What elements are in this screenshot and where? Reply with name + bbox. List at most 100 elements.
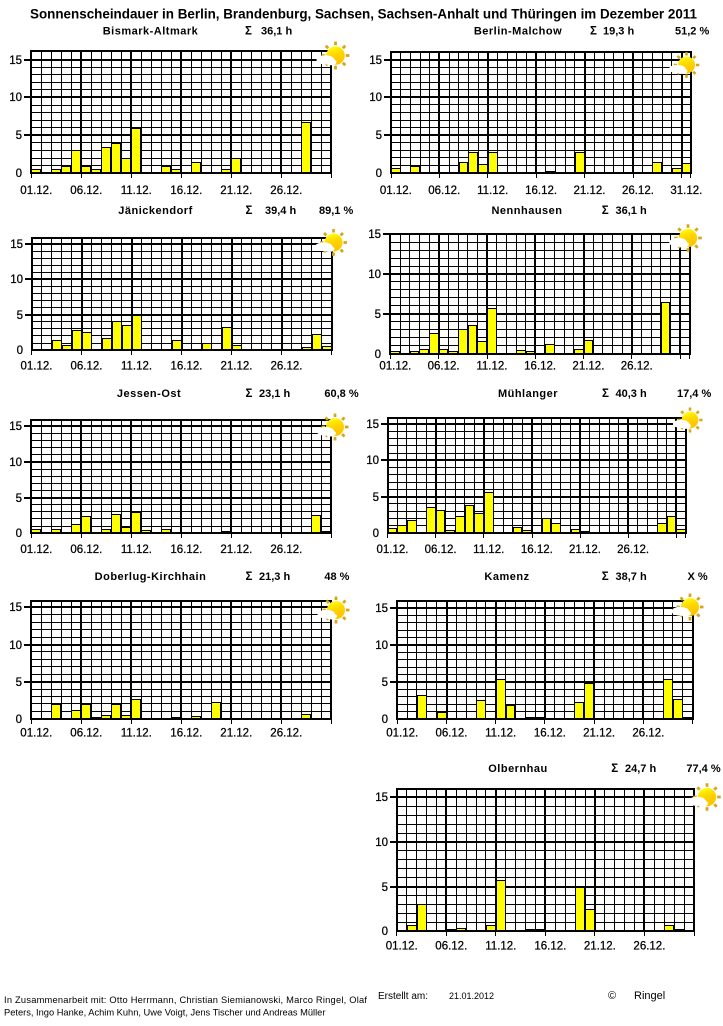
svg-text:16.12.: 16.12. bbox=[170, 728, 202, 740]
svg-text:10: 10 bbox=[9, 640, 22, 652]
svg-text:11.12.: 11.12. bbox=[473, 544, 504, 556]
svg-text:15: 15 bbox=[10, 239, 23, 251]
svg-text:10: 10 bbox=[375, 837, 388, 849]
svg-text:5: 5 bbox=[17, 310, 23, 322]
svg-text:21.12.: 21.12. bbox=[221, 361, 253, 373]
svg-text:36,1 h: 36,1 h bbox=[261, 26, 292, 38]
svg-text:0: 0 bbox=[16, 168, 22, 180]
svg-text:24,7 h: 24,7 h bbox=[625, 763, 656, 775]
svg-text:40,3 h: 40,3 h bbox=[616, 388, 647, 400]
svg-text:39,4 h: 39,4 h bbox=[265, 205, 296, 217]
svg-text:26.12.: 26.12. bbox=[270, 185, 302, 197]
svg-text:26.12.: 26.12. bbox=[621, 361, 653, 373]
svg-text:11.12.: 11.12. bbox=[477, 185, 508, 197]
svg-text:06.12.: 06.12. bbox=[70, 728, 102, 740]
svg-text:15: 15 bbox=[375, 603, 388, 615]
svg-text:0: 0 bbox=[382, 714, 388, 726]
svg-text:Σ: Σ bbox=[245, 26, 252, 38]
svg-text:26.12.: 26.12. bbox=[622, 185, 654, 197]
svg-text:Σ: Σ bbox=[602, 571, 609, 583]
svg-text:15: 15 bbox=[369, 55, 382, 67]
svg-text:10: 10 bbox=[9, 457, 22, 469]
svg-text:16.12.: 16.12. bbox=[525, 185, 557, 197]
svg-text:01.12.: 01.12. bbox=[386, 941, 418, 953]
svg-text:10: 10 bbox=[366, 455, 379, 467]
svg-text:0: 0 bbox=[382, 926, 388, 938]
svg-text:Peters, Ingo Hanke, Achim Kuhn: Peters, Ingo Hanke, Achim Kuhn, Uwe Voig… bbox=[4, 1008, 325, 1018]
svg-text:0: 0 bbox=[373, 528, 379, 540]
svg-text:0: 0 bbox=[16, 528, 22, 540]
svg-text:01.12.: 01.12. bbox=[380, 185, 412, 197]
svg-text:Jessen-Ost: Jessen-Ost bbox=[117, 388, 181, 400]
svg-text:16.12.: 16.12. bbox=[534, 941, 566, 953]
svg-text:15: 15 bbox=[9, 602, 22, 614]
svg-text:Σ: Σ bbox=[602, 205, 609, 217]
svg-text:21.01.2012: 21.01.2012 bbox=[449, 991, 494, 1001]
svg-text:51,2 %: 51,2 % bbox=[675, 26, 709, 38]
svg-text:16.12.: 16.12. bbox=[534, 728, 566, 740]
svg-text:11.12.: 11.12. bbox=[121, 185, 152, 197]
svg-text:5: 5 bbox=[16, 677, 22, 689]
svg-text:21.12.: 21.12. bbox=[220, 185, 252, 197]
svg-text:5: 5 bbox=[376, 130, 382, 142]
svg-text:21.12.: 21.12. bbox=[569, 544, 601, 556]
svg-text:23,1 h: 23,1 h bbox=[259, 388, 290, 400]
svg-text:10: 10 bbox=[375, 640, 388, 652]
svg-text:26.12.: 26.12. bbox=[271, 361, 303, 373]
svg-text:26.12.: 26.12. bbox=[270, 544, 302, 556]
svg-text:60,8 %: 60,8 % bbox=[324, 388, 358, 400]
svg-text:36,1 h: 36,1 h bbox=[616, 205, 647, 217]
svg-text:15: 15 bbox=[9, 421, 22, 433]
svg-text:31.12.: 31.12. bbox=[670, 185, 702, 197]
svg-text:5: 5 bbox=[16, 493, 22, 505]
svg-text:5: 5 bbox=[16, 130, 22, 142]
svg-text:10: 10 bbox=[369, 92, 382, 104]
svg-text:5: 5 bbox=[373, 492, 379, 504]
svg-text:0: 0 bbox=[375, 349, 381, 361]
svg-text:0: 0 bbox=[376, 168, 382, 180]
svg-text:01.12.: 01.12. bbox=[20, 728, 52, 740]
svg-text:Olbernhau: Olbernhau bbox=[488, 763, 548, 775]
svg-text:0: 0 bbox=[17, 345, 23, 357]
svg-text:01.12.: 01.12. bbox=[21, 361, 53, 373]
svg-text:16.12.: 16.12. bbox=[170, 185, 202, 197]
svg-text:06.12.: 06.12. bbox=[428, 185, 460, 197]
svg-text:06.12.: 06.12. bbox=[425, 544, 457, 556]
svg-text:26.12.: 26.12. bbox=[270, 728, 302, 740]
svg-text:89,1 %: 89,1 % bbox=[319, 205, 353, 217]
svg-text:15: 15 bbox=[366, 419, 379, 431]
svg-text:06.12.: 06.12. bbox=[71, 361, 103, 373]
svg-text:Bismark-Altmark: Bismark-Altmark bbox=[103, 26, 199, 38]
svg-text:19,3 h: 19,3 h bbox=[603, 26, 634, 38]
svg-text:06.12.: 06.12. bbox=[428, 361, 460, 373]
svg-text:16.12.: 16.12. bbox=[171, 361, 203, 373]
svg-text:11.12.: 11.12. bbox=[121, 728, 152, 740]
svg-text:11.12.: 11.12. bbox=[485, 728, 516, 740]
svg-text:Ringel: Ringel bbox=[634, 990, 665, 1002]
svg-text:21.12.: 21.12. bbox=[574, 185, 606, 197]
svg-text:01.12.: 01.12. bbox=[20, 544, 52, 556]
svg-text:In Zusammenarbeit mit: Otto He: In Zusammenarbeit mit: Otto Herrmann, Ch… bbox=[4, 995, 367, 1005]
svg-text:10: 10 bbox=[9, 92, 22, 104]
svg-text:06.12.: 06.12. bbox=[435, 941, 467, 953]
svg-text:01.12.: 01.12. bbox=[20, 185, 52, 197]
svg-text:5: 5 bbox=[382, 882, 388, 894]
svg-text:Σ: Σ bbox=[602, 388, 609, 400]
svg-text:26.12.: 26.12. bbox=[632, 728, 664, 740]
svg-text:Nennhausen: Nennhausen bbox=[491, 205, 562, 217]
svg-text:Erstellt am:: Erstellt am: bbox=[378, 991, 428, 1002]
svg-text:01.12.: 01.12. bbox=[379, 361, 411, 373]
svg-text:11.12.: 11.12. bbox=[476, 361, 507, 373]
svg-text:06.12.: 06.12. bbox=[70, 185, 102, 197]
svg-text:10: 10 bbox=[368, 269, 381, 281]
svg-text:21.12.: 21.12. bbox=[572, 361, 604, 373]
svg-text:06.12.: 06.12. bbox=[70, 544, 102, 556]
svg-text:Kamenz: Kamenz bbox=[484, 571, 529, 583]
svg-text:21.12.: 21.12. bbox=[220, 728, 252, 740]
svg-text:Σ: Σ bbox=[590, 26, 597, 38]
svg-text:17,4 %: 17,4 % bbox=[677, 388, 711, 400]
svg-text:Doberlug-Kirchhain: Doberlug-Kirchhain bbox=[95, 571, 207, 583]
svg-text:21,3 h: 21,3 h bbox=[259, 571, 290, 583]
svg-text:Σ: Σ bbox=[246, 205, 253, 217]
svg-text:21.12.: 21.12. bbox=[220, 544, 252, 556]
